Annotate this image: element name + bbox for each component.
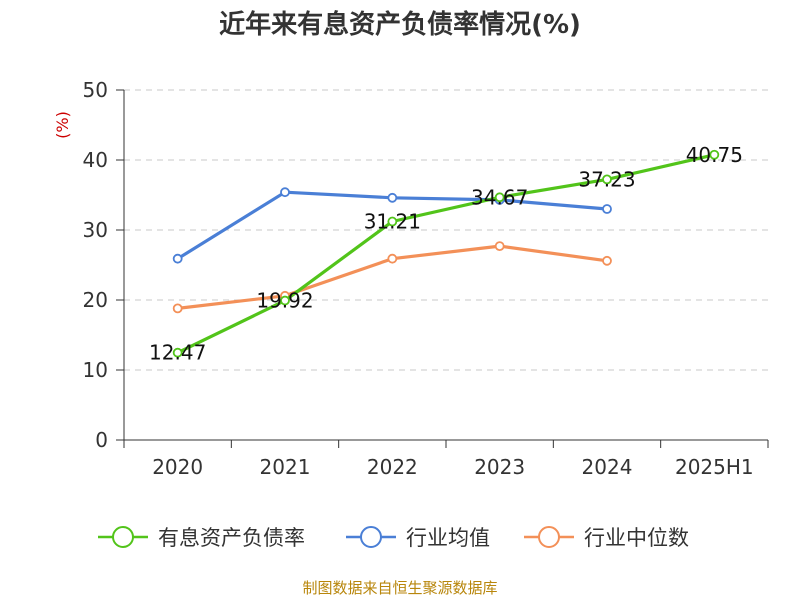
x-tick-label: 2023 <box>474 455 525 479</box>
legend: 有息资产负债率 行业均值 行业中位数 <box>98 526 689 550</box>
y-tick-label: 20 <box>83 288 108 312</box>
source-note: 制图数据来自恒生聚源数据库 <box>302 579 497 597</box>
legend-marker <box>112 526 134 548</box>
data-point <box>494 192 505 203</box>
data-label: 12.47 <box>149 341 206 365</box>
data-point <box>172 303 183 314</box>
data-point <box>387 216 398 227</box>
legend-label: 有息资产负债率 <box>158 526 305 550</box>
data-label: 19.92 <box>256 289 313 313</box>
x-tick-label: 2025H1 <box>675 455 754 479</box>
y-tick-label: 50 <box>83 78 108 102</box>
data-label: 31.21 <box>364 210 421 234</box>
y-tick-label: 40 <box>83 148 108 172</box>
axes: 0 10 20 30 40 50 2020 2021 2022 2023 2024 2025H1 <box>83 78 769 479</box>
y-tick-label: 0 <box>95 428 108 452</box>
series-3 <box>172 241 612 314</box>
data-point <box>602 255 612 266</box>
legend-label: 行业中位数 <box>584 526 689 550</box>
data-point <box>709 149 720 160</box>
grid-lines <box>124 89 768 371</box>
series-group <box>172 149 720 358</box>
data-point <box>172 347 183 358</box>
x-tick-label: 2022 <box>367 455 418 479</box>
x-tick-label: 2020 <box>152 455 203 479</box>
y-axis-label: (%) <box>53 111 72 139</box>
data-label: 40.75 <box>686 143 743 167</box>
data-point <box>172 253 183 264</box>
legend-item: 有息资产负债率 <box>98 526 305 550</box>
data-label: 37.23 <box>578 167 635 191</box>
y-tick-label: 30 <box>83 218 108 242</box>
series-line <box>177 153 715 355</box>
data-point <box>602 204 612 214</box>
series-2 <box>172 187 612 264</box>
legend-label: 行业均值 <box>406 526 490 550</box>
series-1 <box>172 149 720 358</box>
data-point <box>280 187 290 198</box>
legend-item: 行业均值 <box>346 526 490 550</box>
legend-marker <box>360 526 382 548</box>
data-labels: 12.47 19.92 31.21 34.67 37.23 40.75 <box>149 143 743 365</box>
data-point <box>387 192 398 203</box>
data-point <box>387 253 398 264</box>
chart-title: 近年来有息资产负债率情况(%) <box>219 9 581 40</box>
data-point <box>280 295 290 306</box>
x-tick-label: 2021 <box>260 455 311 479</box>
data-point <box>602 174 612 185</box>
legend-item: 行业中位数 <box>524 526 689 550</box>
data-point <box>494 241 505 252</box>
legend-marker <box>538 526 560 548</box>
y-tick-label: 10 <box>83 358 108 382</box>
data-label: 34.67 <box>471 185 528 209</box>
x-tick-label: 2024 <box>582 455 633 479</box>
